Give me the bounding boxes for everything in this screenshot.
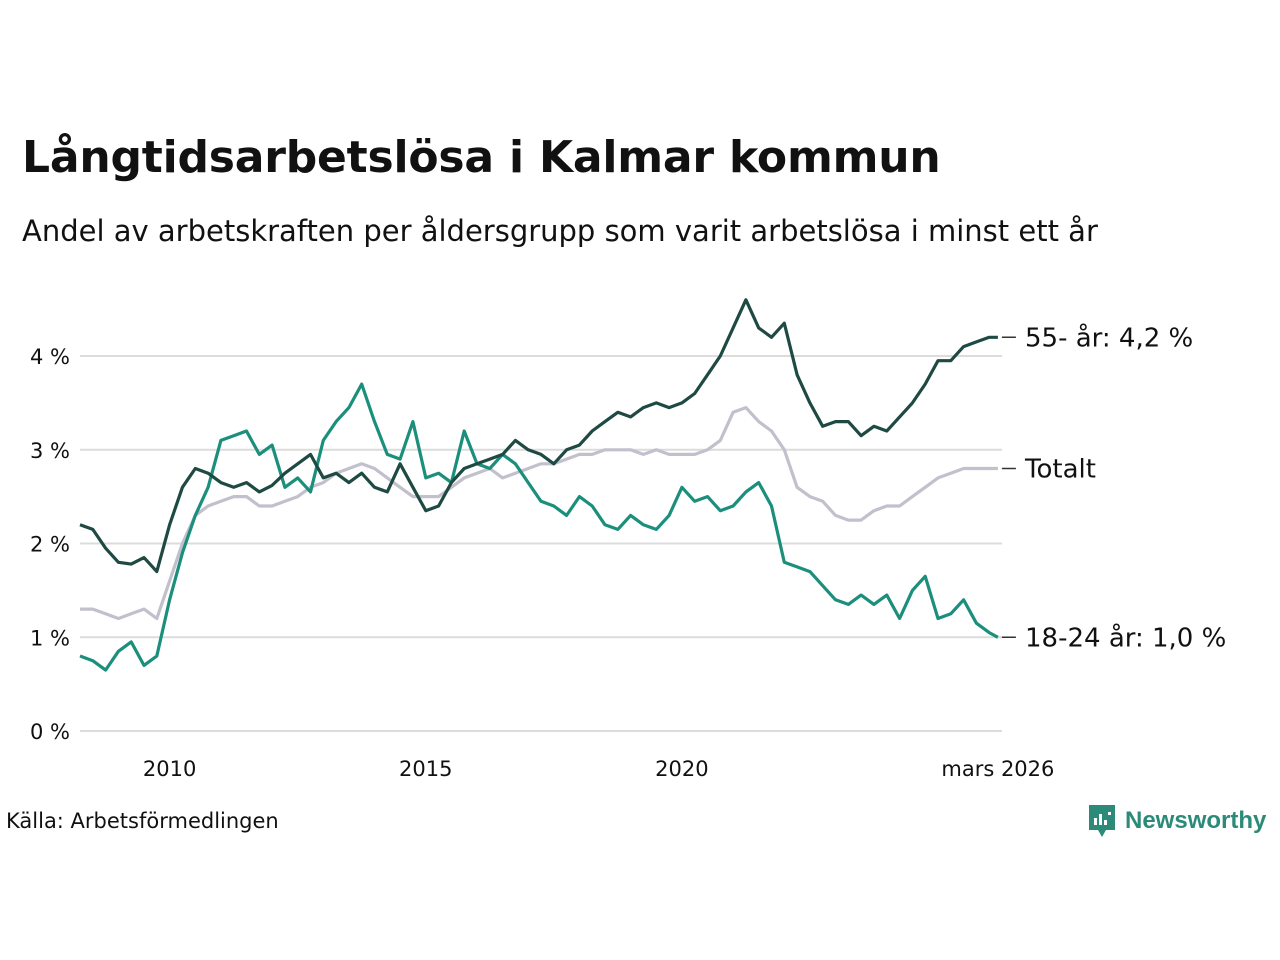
gridlines xyxy=(80,355,1002,732)
series-line-older xyxy=(79,298,998,574)
x-tick-label: 2010 xyxy=(143,757,196,781)
end-label-young: 18-24 år: 1,0 % xyxy=(1025,622,1226,653)
newsworthy-logo-icon xyxy=(1089,805,1115,837)
chart-title: Långtidsarbetslösa i Kalmar kommun xyxy=(22,132,941,183)
y-tick-label: 4 % xyxy=(30,345,70,369)
y-axis-ticks: 0 % 1 % 2 % 3 % 4 % xyxy=(30,345,70,744)
series-line-young xyxy=(79,382,999,672)
x-tick-label: mars 2026 xyxy=(941,757,1054,781)
y-tick-label: 3 % xyxy=(30,439,70,463)
series-lines xyxy=(79,298,999,672)
y-tick-label: 1 % xyxy=(30,626,70,650)
y-tick-label: 2 % xyxy=(30,533,70,557)
series-line-total xyxy=(80,406,998,621)
chart-subtitle: Andel av arbetskraften per åldersgrupp s… xyxy=(22,214,1098,248)
newsworthy-logo: Newsworthy xyxy=(1087,803,1266,839)
x-tick-label: 2015 xyxy=(399,757,452,781)
end-label-older: 55- år: 4,2 % xyxy=(1025,322,1193,353)
brand-name: Newsworthy xyxy=(1125,807,1267,834)
source-note: Källa: Arbetsförmedlingen xyxy=(6,809,279,833)
series-end-labels: 55- år: 4,2 % 18-24 år: 1,0 % Totalt xyxy=(1001,322,1226,653)
end-label-total: Totalt xyxy=(1024,455,1096,485)
x-tick-label: 2020 xyxy=(655,757,708,781)
x-axis-ticks: 2010 2015 2020 mars 2026 xyxy=(143,757,1055,781)
y-tick-label: 0 % xyxy=(30,720,70,744)
